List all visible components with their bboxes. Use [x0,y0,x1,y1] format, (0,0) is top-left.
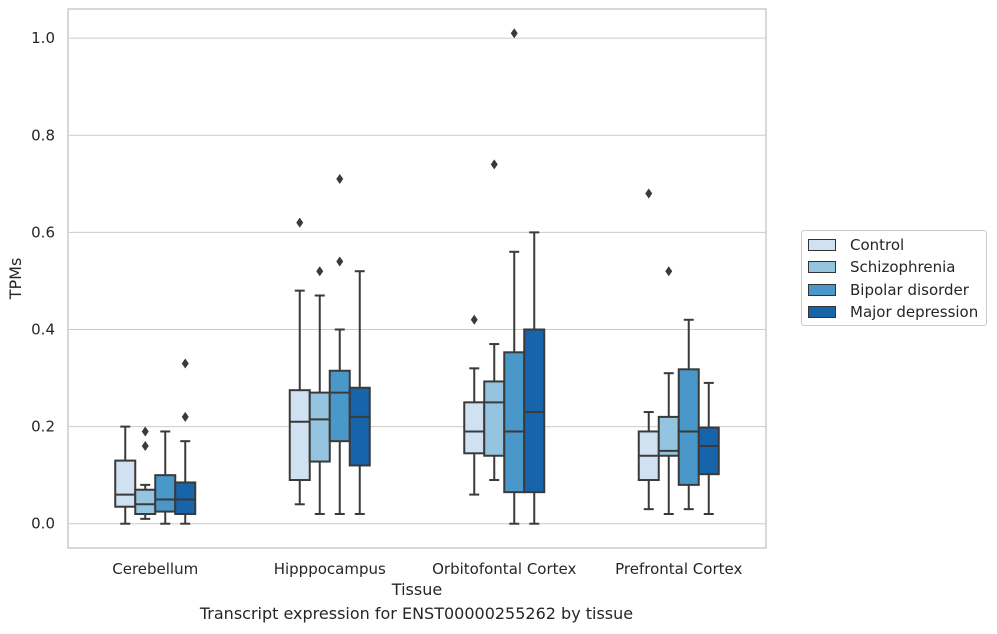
legend-label: Schizophrenia [850,258,956,276]
box-outlier [336,173,344,184]
box [677,368,700,486]
x-tick-label: Orbitofontal Cortex [432,560,576,578]
plot-frame [67,8,767,549]
y-tick-label: 1.0 [31,29,55,47]
y-tick-label: 0.4 [31,320,55,338]
box [114,459,137,508]
x-tick-label: Hipppocampus [274,560,386,578]
box-outlier [645,188,653,199]
box [174,481,197,516]
box [288,389,311,482]
box [328,369,351,443]
legend-item-bipolar-disorder: Bipolar disorder [808,279,969,301]
legend-swatch [808,306,836,318]
box-outlier [336,256,344,267]
box-outlier [490,159,498,170]
box-outlier [141,426,149,437]
x-tick-label: Prefrontal Cortex [615,560,742,578]
box-outlier [510,28,518,39]
box-outlier [181,411,189,422]
box [523,328,546,494]
figure-caption: Transcript expression for ENST0000025526… [199,604,634,623]
y-tick-label: 0.8 [31,126,55,144]
box-outlier [470,314,478,325]
box [134,488,157,516]
legend-swatch [808,239,836,251]
box [483,380,506,457]
box [697,426,720,476]
box-outlier [665,266,673,277]
series-major-depression [174,231,720,525]
box [154,474,177,513]
legend-item-schizophrenia: Schizophrenia [808,256,955,278]
box-outlier [296,217,304,228]
series-control [114,188,660,525]
series-bipolar-disorder [154,28,700,525]
box-outlier [316,266,324,277]
series-schizophrenia [134,159,680,520]
box-outlier [141,441,149,452]
box [348,386,371,467]
chart-legend: Control Schizophrenia Bipolar disorder M… [801,230,987,326]
y-tick-label: 0.6 [31,223,55,241]
legend-label: Bipolar disorder [850,281,969,299]
box [308,391,331,463]
x-tick-label: Cerebellum [112,560,198,578]
legend-swatch [808,261,836,273]
y-tick-label: 0.2 [31,418,55,436]
box [463,401,486,455]
legend-swatch [808,284,836,296]
legend-item-control: Control [808,234,904,256]
y-axis-label: TPMs [6,258,25,301]
box [503,351,526,494]
x-axis-label: Tissue [391,580,442,599]
legend-label: Control [850,236,905,254]
legend-item-major-depression: Major depression [808,301,978,323]
legend-label: Major depression [850,303,979,321]
box-outlier [181,358,189,369]
y-tick-label: 0.0 [31,515,55,533]
